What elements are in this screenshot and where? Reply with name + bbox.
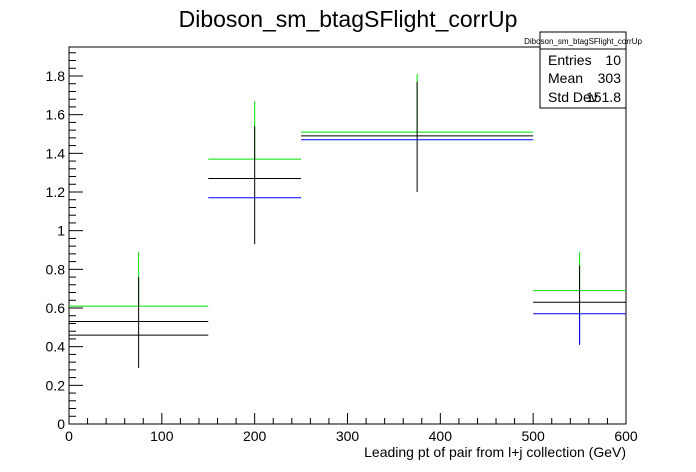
chart-title: Diboson_sm_btagSFlight_corrUp	[179, 6, 518, 32]
stats-box-title: Diboson_sm_btagSFlight_corrUp	[524, 37, 642, 46]
stats-entries-label: Entries	[548, 52, 592, 68]
x-tick-label: 500	[521, 428, 545, 444]
x-tick-label: 200	[243, 428, 267, 444]
y-tick-label: 0.2	[46, 377, 66, 393]
y-tick-label: 0.4	[46, 339, 66, 355]
stats-mean-label: Mean	[548, 70, 583, 86]
x-tick-label: 300	[336, 428, 360, 444]
stats-box: Diboson_sm_btagSFlight_corrUp Entries 10…	[524, 31, 642, 109]
y-tick-label: 0.6	[46, 300, 66, 316]
y-tick-label: 0	[57, 416, 65, 432]
x-tick-label: 400	[429, 428, 453, 444]
data-marks	[69, 74, 626, 368]
y-tick-label: 1.4	[46, 145, 66, 161]
x-tick-label: 100	[150, 428, 174, 444]
x-axis-label: Leading pt of pair from l+j collection (…	[364, 444, 626, 460]
stats-mean-value: 303	[598, 70, 622, 86]
x-tick-label: 0	[65, 428, 73, 444]
y-tick-label: 0.8	[46, 261, 66, 277]
y-tick-label: 1.2	[46, 184, 66, 200]
x-tick-label: 600	[614, 428, 638, 444]
y-tick-label: 1.6	[46, 107, 66, 123]
stats-stddev-value: 151.8	[586, 89, 621, 105]
stats-entries-value: 10	[605, 52, 621, 68]
y-tick-label: 1.8	[46, 68, 66, 84]
stats-stddev-label: Std Dev	[548, 89, 598, 105]
y-tick-label: 1	[57, 223, 65, 239]
axis-ticks: 0 100 200 300 400 500 600 0 0.2 0.4 0.6 0.8 1 1.2 1.4 1…	[46, 52, 638, 444]
